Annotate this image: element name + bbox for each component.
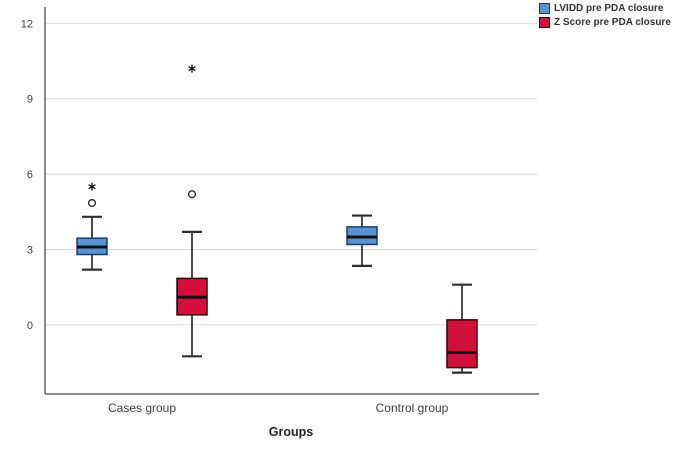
legend-label: LVIDD pre PDA closure <box>554 3 664 14</box>
y-tick-label: 6 <box>27 169 33 181</box>
legend-item: LVIDD pre PDA closure <box>539 2 671 15</box>
boxplot-box <box>446 319 478 369</box>
y-tick-label: 3 <box>27 245 33 257</box>
x-category-label-control: Control group <box>375 401 449 415</box>
outlier-circle-icon <box>187 190 197 199</box>
outlier-circle-icon <box>87 198 97 208</box>
y-tick-label: 12 <box>21 18 33 30</box>
legend-item: Z Score pre PDA closure <box>539 16 671 29</box>
legend-swatch-red-icon <box>539 17 550 28</box>
outlier-star-icon <box>88 184 96 190</box>
outlier-star-icon <box>188 66 196 72</box>
legend: LVIDD pre PDA closure Z Score pre PDA cl… <box>539 2 671 30</box>
x-category-label-cases: Cases group <box>107 401 177 415</box>
y-tick-label: 9 <box>27 94 33 106</box>
legend-swatch-blue-icon <box>539 3 550 14</box>
x-axis-title: Groups <box>268 425 314 439</box>
y-tick-label: 0 <box>27 320 33 332</box>
legend-label: Z Score pre PDA closure <box>554 17 671 28</box>
